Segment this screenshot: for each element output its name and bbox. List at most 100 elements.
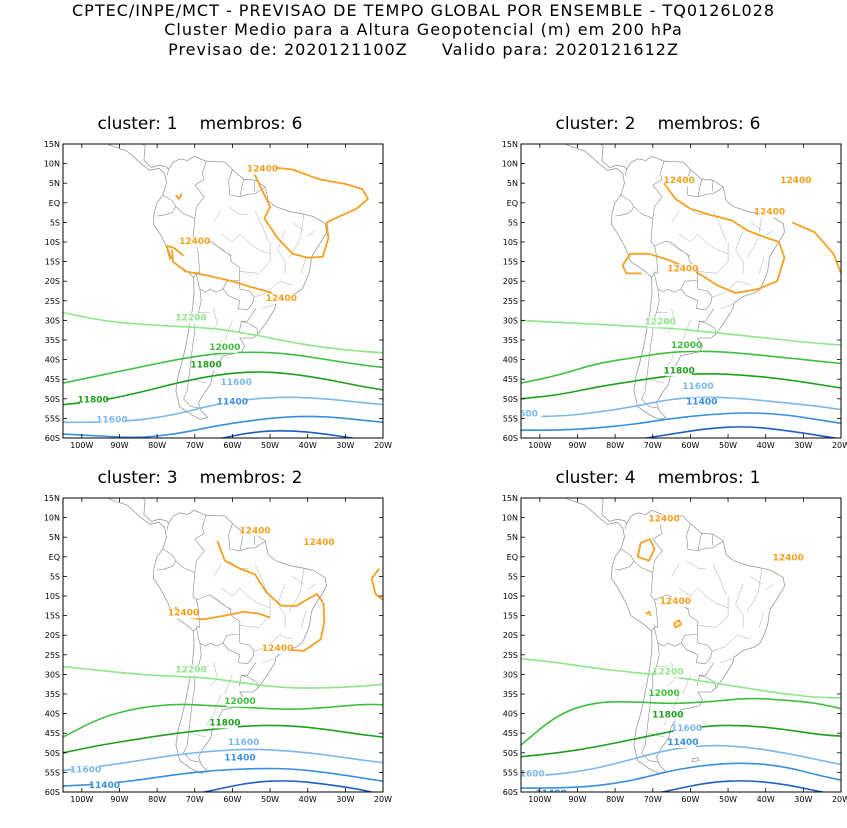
cluster-number: 2	[624, 114, 636, 134]
contour-label-bg	[521, 409, 542, 420]
state-border	[288, 214, 305, 258]
lat-tick-label: 45S	[503, 375, 518, 384]
lat-tick-label: 5N	[49, 179, 60, 188]
cluster-title: cluster: 2 membros: 6	[476, 114, 846, 134]
country-border	[620, 548, 659, 628]
state-border	[254, 564, 269, 596]
state-border	[765, 230, 774, 237]
contour-11400	[521, 762, 841, 789]
state-border	[667, 241, 691, 256]
valid-for-value: 2020121612Z	[555, 40, 679, 59]
cluster-panel-4: cluster: 4 membros: 1 12400 12400 12400 12200 12…	[476, 468, 847, 828]
cluster-title: cluster: 3 membros: 2	[18, 468, 388, 488]
contour-12000	[521, 697, 841, 746]
lat-tick-label: 25S	[45, 297, 60, 306]
lon-tick-label: 70W	[186, 441, 204, 450]
lat-tick-label: 5S	[50, 218, 60, 227]
contour-label-bg	[178, 313, 204, 324]
contour-label-bg	[666, 176, 693, 187]
country-border	[222, 634, 255, 665]
state-border	[678, 587, 699, 597]
state-border	[224, 674, 233, 695]
state-border	[239, 242, 271, 274]
state-border	[682, 674, 691, 695]
state-border	[667, 308, 676, 333]
state-border	[697, 596, 729, 628]
lat-tick-label: 25S	[45, 651, 60, 660]
contour-label: 12000	[224, 697, 255, 707]
contour-label-bg	[673, 340, 700, 351]
state-border	[254, 634, 293, 652]
country-border	[162, 194, 201, 274]
cluster-title: cluster: 1 membros: 6	[18, 114, 388, 134]
lat-tick-label: 50S	[45, 749, 60, 758]
contour-label-bg	[242, 526, 268, 537]
map-plot: 1240012400124001220012000118001180011600…	[44, 140, 392, 450]
contour-label-bg	[226, 753, 253, 764]
lat-tick-label: 10S	[503, 238, 518, 247]
lon-tick-label: 100W	[70, 795, 93, 804]
contour-label: 12000	[209, 343, 240, 353]
country-border	[238, 308, 257, 333]
contour-label: 11600	[96, 415, 127, 425]
lat-tick-label: 15N	[502, 140, 518, 149]
cluster-number: 4	[624, 468, 636, 488]
island-falklands	[691, 757, 700, 763]
contour-label: 12400	[266, 294, 297, 304]
country-border	[157, 206, 177, 217]
contour-label-bg	[264, 643, 291, 654]
contour-label: 12400	[773, 554, 804, 564]
lat-tick-label: 40S	[503, 710, 518, 719]
lat-tick-label: 5S	[508, 218, 518, 227]
country-border	[652, 515, 665, 573]
lat-tick-label: 45S	[45, 729, 60, 738]
state-border	[239, 234, 271, 255]
lat-tick-label: 60S	[503, 434, 518, 443]
contour-label-bg	[647, 317, 674, 328]
lat-tick-label: 5N	[49, 533, 60, 542]
state-border	[213, 564, 222, 577]
coastline	[564, 498, 785, 774]
contour-label: 12200	[175, 313, 206, 323]
contour-12400	[621, 182, 786, 294]
map-plot: 12400 12400 12400 12400 12200 12000 11800 11600…	[44, 494, 392, 804]
lat-tick-label: 15N	[44, 494, 60, 503]
contour-label-bg	[651, 514, 678, 525]
contour-label-bg	[98, 415, 125, 426]
state-border	[765, 584, 774, 591]
lat-tick-label: 60S	[45, 434, 60, 443]
contour-label-bg	[673, 724, 700, 735]
lat-tick-label: 15S	[503, 258, 518, 267]
lat-tick-label: 40S	[45, 710, 60, 719]
lat-tick-label: 25S	[503, 651, 518, 660]
lat-tick-label: 15N	[44, 140, 60, 149]
contour-label: 12000	[671, 341, 702, 351]
contour-label: 12400	[303, 538, 334, 548]
lon-tick-label: 20W	[374, 795, 392, 804]
lat-tick-label: 5N	[507, 179, 518, 188]
state-border	[735, 230, 744, 274]
state-border	[220, 233, 241, 243]
lat-tick-label: 50S	[45, 395, 60, 404]
coastline	[106, 144, 327, 420]
contour-12200	[521, 319, 841, 346]
state-border	[671, 564, 680, 577]
lat-tick-label: 5S	[508, 572, 518, 581]
lat-tick-label: 15S	[503, 612, 518, 621]
contour-11200	[658, 780, 827, 792]
lon-tick-label: 50W	[261, 795, 279, 804]
country-border	[625, 523, 627, 530]
contour-label: 600	[519, 409, 538, 419]
members-label: membros:	[657, 114, 744, 134]
lat-tick-label: 15N	[502, 494, 518, 503]
figure-title-line-3: Previsao de: 2020121100Z Valido para: 20…	[0, 40, 847, 59]
lon-tick-label: 20W	[374, 441, 392, 450]
contour-label-bg	[538, 788, 565, 792]
lat-tick-label: 20S	[503, 277, 518, 286]
members-count: 6	[291, 114, 303, 134]
state-border	[678, 233, 699, 243]
contour-label-bg	[654, 710, 681, 721]
state-border	[307, 230, 316, 237]
members-label: membros:	[199, 114, 286, 134]
lon-tick-label: 40W	[757, 795, 775, 804]
